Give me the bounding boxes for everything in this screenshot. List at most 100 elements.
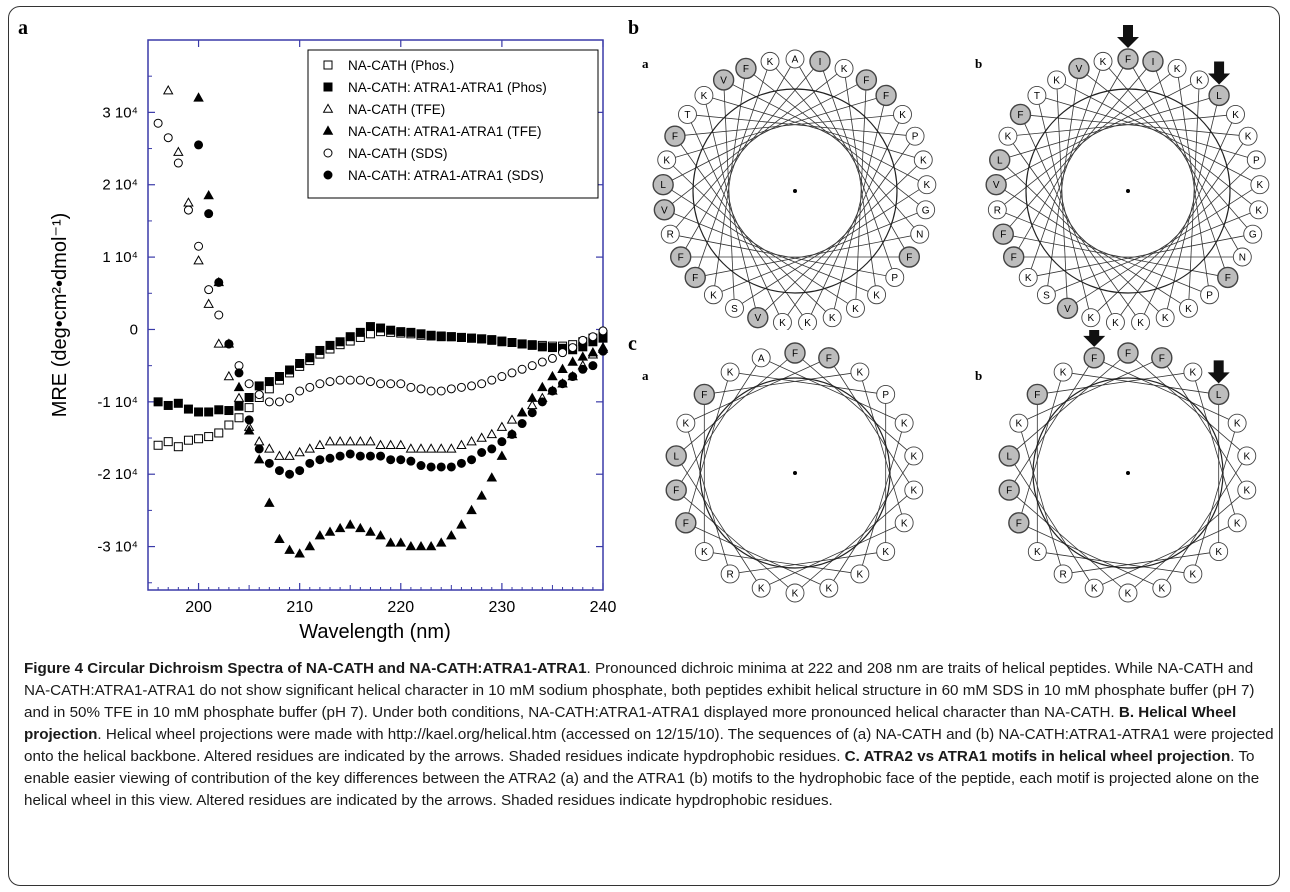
wheel-chord xyxy=(1037,551,1193,575)
residue-letter: F xyxy=(1034,390,1040,401)
y-tick-label: -1 10⁴ xyxy=(97,394,138,411)
data-point xyxy=(315,345,325,355)
data-point xyxy=(325,340,335,350)
residue-letter: K xyxy=(1091,584,1098,595)
altered-residue-arrow-icon xyxy=(1083,330,1106,347)
residue-letter: K xyxy=(767,57,774,68)
residue-letter: K xyxy=(899,110,906,121)
residue-letter: K xyxy=(1034,547,1041,558)
residue-letter: K xyxy=(701,91,708,102)
residue-letter: F xyxy=(863,75,869,86)
residue-circle xyxy=(1093,51,1113,71)
residue-circle xyxy=(1250,175,1270,195)
residue-letter: K xyxy=(701,547,708,558)
legend-entry: NA-CATH (SDS) xyxy=(348,146,448,161)
residue-circle xyxy=(809,50,831,73)
wheel-chord xyxy=(1115,135,1249,323)
residue-letter: G xyxy=(922,205,930,216)
residue-circle xyxy=(676,413,696,433)
data-point xyxy=(558,348,568,358)
residue-circle xyxy=(665,479,687,501)
data-point xyxy=(244,403,254,413)
data-point xyxy=(426,330,436,340)
residue-circle xyxy=(1047,70,1067,90)
data-point xyxy=(376,379,386,389)
wheel-chord xyxy=(1003,233,1228,278)
residue-circle xyxy=(725,298,744,318)
residue-letter: K xyxy=(825,584,832,595)
residue-letter: F xyxy=(906,253,912,264)
y-tick-label: 2 10⁴ xyxy=(102,177,138,194)
wheel-chord xyxy=(1127,352,1248,457)
wheel-chord xyxy=(695,233,920,278)
residue-letter: K xyxy=(1025,273,1032,284)
data-point xyxy=(487,444,497,454)
data-point xyxy=(233,392,245,402)
x-tick-label: 200 xyxy=(185,599,212,616)
data-point xyxy=(274,372,284,382)
residue-letter: L xyxy=(1006,451,1012,462)
residue-letter: F xyxy=(678,253,684,264)
residue-circle xyxy=(1227,413,1247,433)
wheel-chord xyxy=(1008,352,1129,457)
data-point xyxy=(446,332,456,342)
residue-circle xyxy=(913,150,933,170)
data-point xyxy=(578,364,588,374)
residue-circle xyxy=(773,312,792,330)
wheel-sublabel: a xyxy=(642,56,649,71)
data-point xyxy=(295,386,305,396)
residue-circle xyxy=(985,174,1007,196)
altered-residue-arrow-icon xyxy=(1117,25,1139,48)
data-point xyxy=(264,397,274,407)
data-point xyxy=(264,458,274,468)
residue-circle xyxy=(784,342,806,364)
residue-letter: K xyxy=(1243,451,1250,462)
data-point xyxy=(446,530,457,540)
residue-letter: A xyxy=(758,353,765,364)
data-point xyxy=(213,338,225,348)
residue-letter: K xyxy=(873,290,880,301)
data-point xyxy=(547,343,557,353)
data-point xyxy=(253,436,265,446)
residue-circle xyxy=(894,413,914,433)
wheel-chord xyxy=(1018,522,1162,589)
data-point xyxy=(243,425,255,435)
residue-circle xyxy=(694,86,714,105)
wheel-chord xyxy=(703,95,924,161)
residue-letter: K xyxy=(1234,419,1241,430)
wheel-chord xyxy=(1008,357,1095,491)
data-point xyxy=(234,368,244,378)
wheel-chord xyxy=(769,61,921,235)
data-point xyxy=(284,544,295,554)
wheel-backbone xyxy=(699,377,891,569)
data-point xyxy=(264,497,275,507)
data-point xyxy=(466,504,477,515)
residue-letter: N xyxy=(916,230,923,241)
data-point xyxy=(305,382,315,392)
residue-letter: P xyxy=(912,132,919,143)
wheel-center xyxy=(1126,189,1130,193)
data-point xyxy=(436,331,446,341)
data-point xyxy=(335,337,345,347)
residue-circle xyxy=(1117,342,1139,364)
data-point xyxy=(335,451,345,461)
wheel-chord xyxy=(855,79,867,309)
wheel-chord xyxy=(1018,423,1064,575)
residue-circle xyxy=(675,512,697,534)
data-point xyxy=(396,455,406,465)
data-point xyxy=(355,375,365,385)
data-point xyxy=(446,443,457,453)
residue-circle xyxy=(1151,347,1173,369)
residue-letter: K xyxy=(1016,419,1023,430)
wheel-center xyxy=(793,189,797,193)
wheel-chord xyxy=(1008,489,1129,594)
wheel-center xyxy=(1126,471,1130,475)
residue-circle xyxy=(904,446,924,466)
data-point xyxy=(456,439,467,449)
residue-letter: K xyxy=(1215,547,1222,558)
data-point xyxy=(214,428,224,438)
data-point xyxy=(526,399,538,410)
wheel-sublabel: b xyxy=(975,368,982,383)
residue-letter: K xyxy=(924,180,931,191)
residue-letter: R xyxy=(667,230,674,241)
